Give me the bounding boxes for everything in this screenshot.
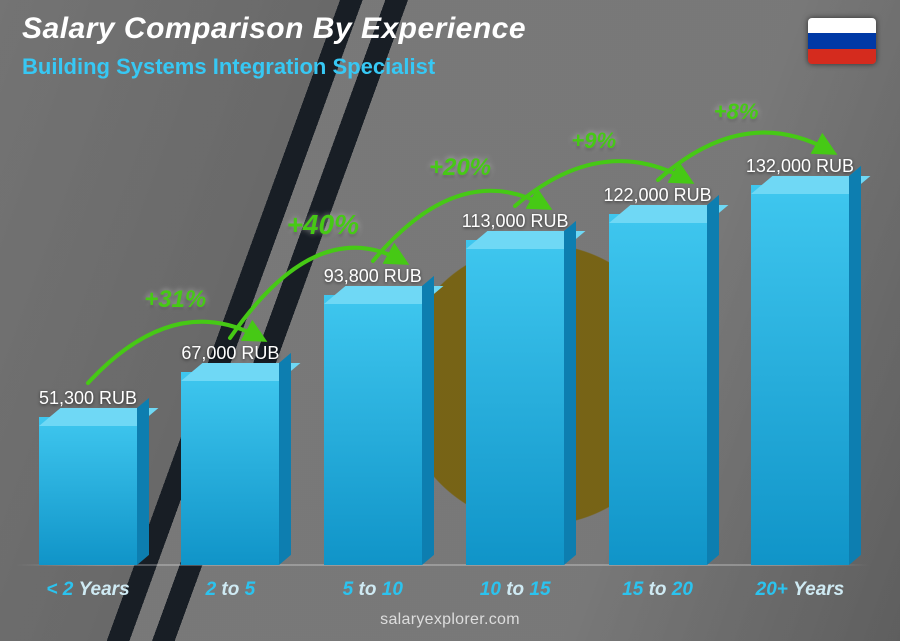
bar-value-label: 67,000 RUB xyxy=(181,343,279,364)
bar-x-label: 15 to 20 xyxy=(578,579,738,601)
bar-side-face xyxy=(564,221,576,565)
page-subtitle: Building Systems Integration Specialist xyxy=(22,54,435,80)
bar xyxy=(751,185,849,565)
bar-column: 132,000 RUB20+ Years xyxy=(740,156,860,565)
bar-front-face xyxy=(466,240,564,565)
bar-column: 51,300 RUB< 2 Years xyxy=(28,388,148,565)
bar-side-face xyxy=(279,353,291,565)
bar-side-face xyxy=(137,398,149,565)
page-title: Salary Comparison By Experience xyxy=(22,12,526,46)
bar-x-label: < 2 Years xyxy=(8,579,168,601)
footer-credit: salaryexplorer.com xyxy=(0,611,900,629)
bar-front-face xyxy=(39,417,137,565)
bar xyxy=(324,295,422,565)
bar-column: 113,000 RUB10 to 15 xyxy=(455,211,575,565)
change-percent-label: +8% xyxy=(714,99,759,125)
bar-front-face xyxy=(324,295,422,565)
change-percent-label: +9% xyxy=(571,128,616,154)
bar-x-label: 10 to 15 xyxy=(435,579,595,601)
bar-value-label: 93,800 RUB xyxy=(324,266,422,287)
bar-side-face xyxy=(422,276,434,565)
bar-value-label: 51,300 RUB xyxy=(39,388,137,409)
bar-front-face xyxy=(609,214,707,565)
bar xyxy=(466,240,564,565)
flag-stripe-2 xyxy=(808,33,876,48)
bar xyxy=(609,214,707,565)
flag-stripe-1 xyxy=(808,18,876,33)
bar-x-label: 20+ Years xyxy=(720,579,880,601)
change-percent-label: +40% xyxy=(287,209,359,241)
infographic-stage: Salary Comparison By Experience Building… xyxy=(0,0,900,641)
bar-column: 67,000 RUB2 to 5 xyxy=(170,343,290,565)
bar-value-label: 122,000 RUB xyxy=(604,185,712,206)
bar xyxy=(181,372,279,565)
bar-side-face xyxy=(707,195,719,565)
bar-x-label: 2 to 5 xyxy=(150,579,310,601)
bar-front-face xyxy=(751,185,849,565)
bar-column: 93,800 RUB5 to 10 xyxy=(313,266,433,565)
bar xyxy=(39,417,137,565)
bar-side-face xyxy=(849,166,861,565)
bar-column: 122,000 RUB15 to 20 xyxy=(598,185,718,565)
bar-value-label: 132,000 RUB xyxy=(746,156,854,177)
bar-x-label: 5 to 10 xyxy=(293,579,453,601)
change-percent-label: +20% xyxy=(429,154,491,182)
change-percent-label: +31% xyxy=(144,286,206,314)
bar-front-face xyxy=(181,372,279,565)
bar-value-label: 113,000 RUB xyxy=(462,211,569,232)
flag-stripe-3 xyxy=(808,49,876,64)
country-flag-icon xyxy=(808,18,876,64)
